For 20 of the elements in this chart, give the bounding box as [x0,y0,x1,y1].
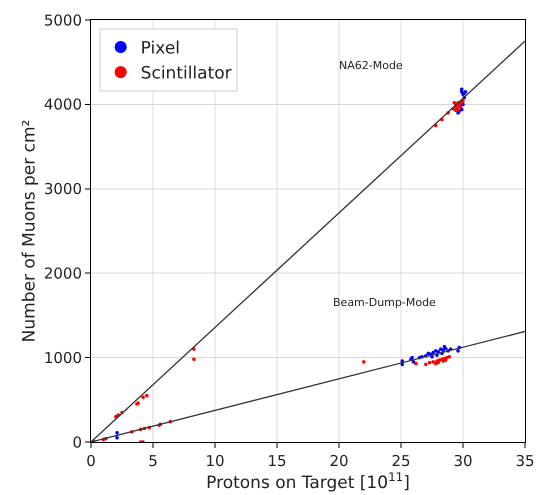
y-tick-label: 3000 [44,180,82,198]
y-tick-label: 4000 [44,96,82,114]
x-tick-label: 0 [86,452,96,470]
legend-label: Pixel [140,38,180,59]
x-tick-label: 20 [329,452,349,470]
x-tick-label: 10 [205,452,225,470]
x-tick-label: 30 [453,452,473,470]
x-tick-label: 35 [515,452,535,470]
y-tick-label: 2000 [44,264,82,282]
annotation: NA62-Mode [339,59,403,72]
x-tick-label: 25 [391,452,411,470]
y-tick-label: 5000 [44,11,82,30]
x-tick-label: 15 [267,452,287,470]
annotation: Beam-Dump-Mode [333,296,436,309]
legend-label: Scintillator [140,64,232,84]
x-tick-label: 5 [148,452,158,470]
y-tick-label: 0 [72,433,82,452]
y-axis-title: Number of Muons per cm² [19,120,40,342]
y-tick-label: 1000 [44,348,82,367]
x-axis-title: Protons on Target [10$^{11}$] [206,470,410,494]
